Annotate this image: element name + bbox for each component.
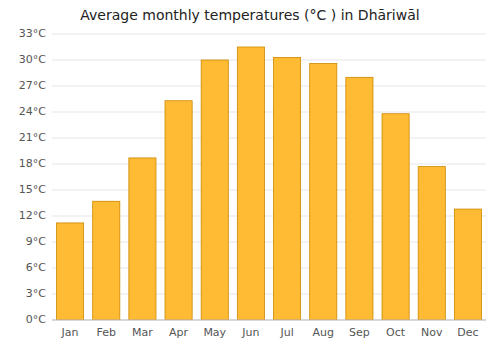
bar xyxy=(382,114,409,320)
grid-line xyxy=(52,86,486,87)
x-tick-label: Dec xyxy=(457,326,478,339)
bar xyxy=(93,201,120,320)
bar xyxy=(129,158,156,320)
y-tick-label: 18°C xyxy=(19,157,46,170)
bar xyxy=(418,167,445,320)
bar xyxy=(165,101,192,320)
x-tick-label: Feb xyxy=(97,326,116,339)
x-tick-label: Jan xyxy=(61,326,79,339)
grid-line xyxy=(52,138,486,139)
y-tick-label: 0°C xyxy=(26,313,46,326)
grid-line xyxy=(52,34,486,35)
y-tick-label: 30°C xyxy=(19,53,46,66)
y-tick-label: 9°C xyxy=(26,235,46,248)
title: Average monthly temperatures (°C ) in Dh… xyxy=(80,7,419,23)
x-tick-label: Oct xyxy=(386,326,406,339)
bars xyxy=(57,47,482,320)
y-tick-label: 12°C xyxy=(19,209,46,222)
chart: Average monthly temperatures (°C ) in Dh… xyxy=(0,0,500,350)
y-tick-label: 21°C xyxy=(19,131,46,144)
bar xyxy=(201,60,228,320)
x-tick-label: Sep xyxy=(349,326,370,339)
x-axis: Jan Feb Mar Apr May Jun Jul Aug Sep Oct Nov Dec xyxy=(52,320,486,339)
y-axis: 0°C 3°C 6°C 9°C 12°C 15°C 18°C 21°C 24°C 27°C 30°C… xyxy=(19,27,46,326)
y-tick-label: 33°C xyxy=(19,27,46,40)
grid-line xyxy=(52,320,486,321)
bar xyxy=(57,223,84,320)
bar xyxy=(237,47,264,320)
bar xyxy=(346,77,373,320)
x-tick-label: May xyxy=(203,326,226,339)
x-tick-label: Apr xyxy=(169,326,189,339)
bar xyxy=(454,209,481,320)
x-tick-label: Nov xyxy=(421,326,443,339)
x-tick-label: Jun xyxy=(241,326,259,339)
bar xyxy=(310,63,337,320)
grid xyxy=(52,34,486,320)
grid-line xyxy=(52,112,486,113)
x-axis-line xyxy=(52,320,486,321)
y-tick-label: 3°C xyxy=(26,287,46,300)
page: {"chart_data": {"type": "bar", "title": … xyxy=(0,0,500,350)
x-tick-label: Aug xyxy=(313,326,334,339)
grid-line xyxy=(52,60,486,61)
x-tick-label: Jul xyxy=(279,326,293,339)
x-tick-label: Mar xyxy=(132,326,153,339)
y-tick-label: 27°C xyxy=(19,79,46,92)
y-tick-label: 24°C xyxy=(19,105,46,118)
grid-line xyxy=(52,164,486,165)
bar xyxy=(274,57,301,320)
y-tick-label: 6°C xyxy=(26,261,46,274)
y-tick-label: 15°C xyxy=(19,183,46,196)
